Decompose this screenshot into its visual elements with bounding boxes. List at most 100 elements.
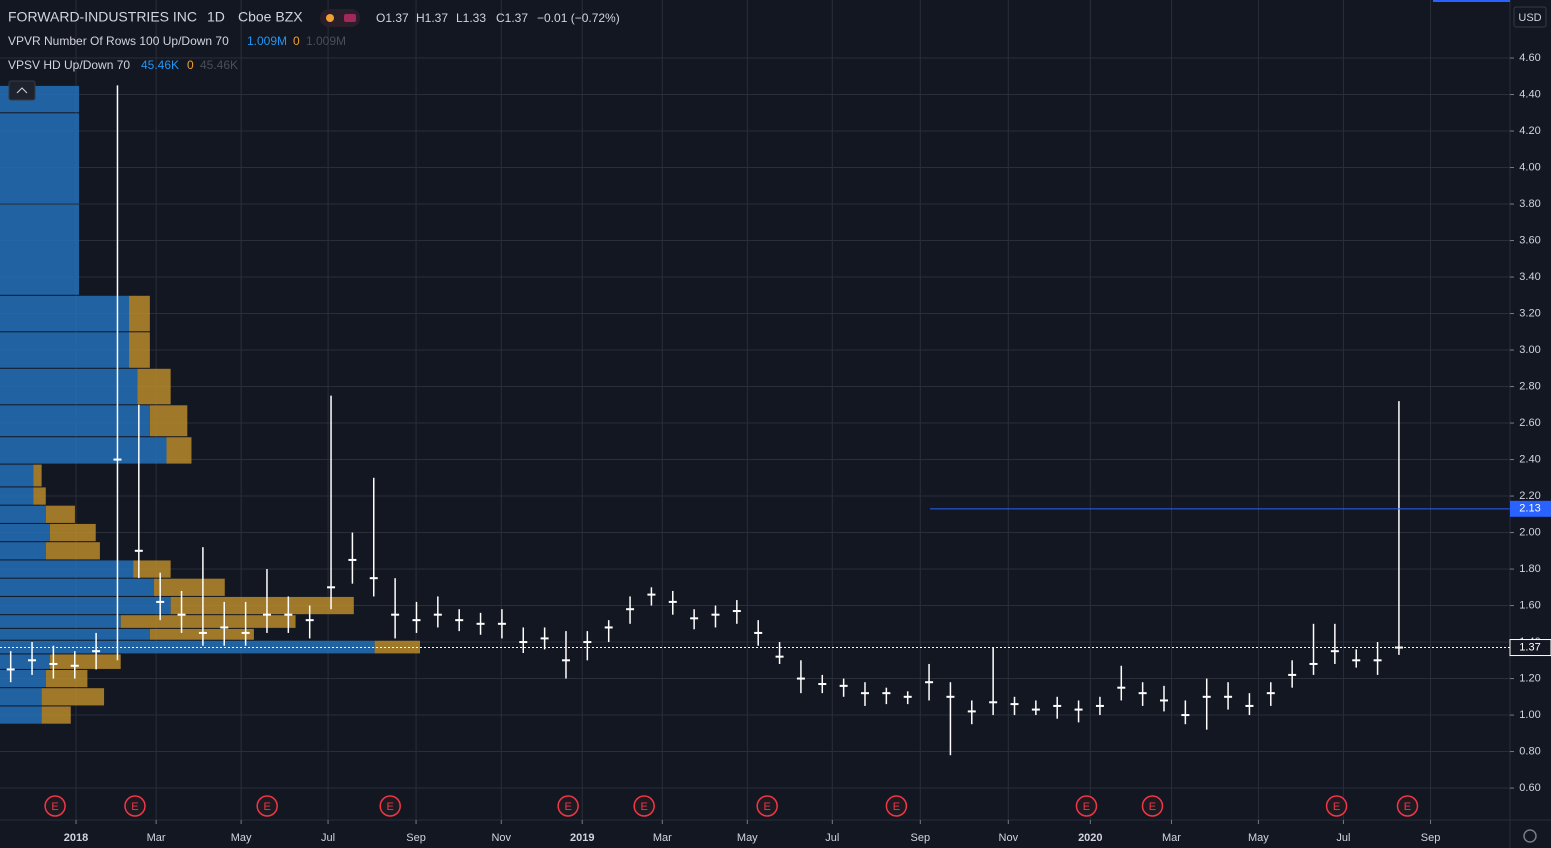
price-label-box xyxy=(1509,639,1551,657)
candle-close xyxy=(604,626,613,629)
volume-profile xyxy=(0,85,420,724)
candle-close xyxy=(497,622,506,625)
y-tick-label: 3.00 xyxy=(1519,344,1540,356)
profile-up xyxy=(0,405,150,437)
profile-down xyxy=(49,523,96,542)
candle-close xyxy=(284,613,293,616)
earnings-marker[interactable] xyxy=(1325,795,1348,817)
earnings-marker[interactable] xyxy=(1141,795,1164,817)
candle-close xyxy=(946,695,955,698)
profile-down xyxy=(133,560,171,578)
y-tick-label: 2.00 xyxy=(1519,526,1540,538)
earnings-marker[interactable] xyxy=(885,795,908,817)
candle-close xyxy=(28,659,37,662)
candle-close xyxy=(70,664,79,667)
candle-close xyxy=(647,593,656,596)
profile-up xyxy=(0,523,50,542)
earnings-label: E xyxy=(264,801,271,813)
candle-close xyxy=(305,619,314,622)
earnings-marker[interactable] xyxy=(124,795,146,817)
profile-up xyxy=(0,560,134,578)
candle-close xyxy=(1394,646,1403,649)
y-tick-label: 2.40 xyxy=(1519,453,1540,465)
y-tick-label: 1.80 xyxy=(1519,563,1540,575)
candle-close xyxy=(1202,695,1211,698)
y-tick-label: 1.20 xyxy=(1519,672,1540,684)
candle-close xyxy=(198,631,207,634)
candle-close xyxy=(1138,692,1147,695)
earnings-marker[interactable] xyxy=(633,795,655,817)
candle-close xyxy=(113,458,122,461)
profile-up xyxy=(0,113,80,204)
profile-up xyxy=(0,654,50,669)
candle-close xyxy=(1117,686,1126,689)
x-tick-label: Jul xyxy=(321,832,335,844)
candle-close xyxy=(134,549,143,552)
exchange: Cboe BZX xyxy=(238,9,303,25)
candle-close xyxy=(1373,659,1382,662)
interval: 1D xyxy=(207,9,225,25)
price-label-box xyxy=(1510,500,1551,517)
earnings-label: E xyxy=(51,801,58,813)
earnings-marker[interactable] xyxy=(256,795,278,817)
candle-close xyxy=(369,577,378,580)
profile-down xyxy=(170,596,354,615)
ohlc-open: O1.37 xyxy=(376,11,409,25)
indicator-value: 1.009M xyxy=(247,34,287,48)
earnings-marker[interactable] xyxy=(44,795,66,817)
candle-close xyxy=(1330,650,1339,653)
candle-close xyxy=(796,677,805,680)
x-tick-label: May xyxy=(737,832,758,844)
currency-box[interactable] xyxy=(1513,6,1547,28)
x-tick-label: 2020 xyxy=(1078,832,1102,844)
ohlc-low: L1.33 xyxy=(456,11,486,25)
earnings-marker[interactable] xyxy=(379,795,401,817)
candle-close xyxy=(882,692,891,695)
y-tick-label: 1.60 xyxy=(1519,599,1540,611)
profile-down xyxy=(41,706,71,724)
collapse-button[interactable] xyxy=(8,80,36,101)
y-tick-label: 4.60 xyxy=(1519,52,1540,64)
indicator-name: VPVR Number Of Rows 100 Up/Down 70 xyxy=(8,34,229,48)
indicator-value: 0 xyxy=(293,34,300,48)
candle-close xyxy=(476,622,485,625)
candle-close xyxy=(156,600,165,603)
profile-down xyxy=(149,628,254,640)
candle-close xyxy=(348,558,357,561)
candle-close xyxy=(1010,703,1019,706)
candle-close xyxy=(1266,692,1275,695)
y-tick-label: 3.80 xyxy=(1519,198,1540,210)
ohlc-high: H1.37 xyxy=(416,11,448,25)
earnings-marker[interactable] xyxy=(557,795,579,817)
indicator-value: 45.46K xyxy=(141,58,179,72)
indicator-name: VPSV HD Up/Down 70 xyxy=(8,58,130,72)
profile-up xyxy=(0,505,46,523)
candle-close xyxy=(668,600,677,603)
candle-close xyxy=(583,641,592,644)
earnings-marker[interactable] xyxy=(1396,795,1419,817)
settings-button[interactable] xyxy=(1523,829,1537,843)
profile-down xyxy=(129,295,150,332)
earnings-label: E xyxy=(1333,801,1340,813)
candle-close xyxy=(818,683,827,686)
y-tick-label: 2.60 xyxy=(1519,417,1540,429)
candle-close xyxy=(262,613,271,616)
market-status[interactable] xyxy=(320,9,360,27)
profile-up xyxy=(0,464,34,487)
candle-close xyxy=(391,613,400,616)
price-label: 1.37 xyxy=(1519,641,1540,653)
y-tick-label: 1.00 xyxy=(1519,709,1540,721)
candle-close xyxy=(754,631,763,634)
earnings-marker[interactable] xyxy=(1075,795,1098,817)
earnings-marker[interactable] xyxy=(756,795,778,817)
profile-down xyxy=(120,615,296,628)
profile-up xyxy=(0,596,171,615)
x-tick-label: Mar xyxy=(653,832,672,844)
candle-close xyxy=(626,608,635,611)
earnings-label: E xyxy=(893,801,900,813)
earnings-label: E xyxy=(764,801,771,813)
candle-close xyxy=(177,613,186,616)
earnings-label: E xyxy=(1404,801,1411,813)
